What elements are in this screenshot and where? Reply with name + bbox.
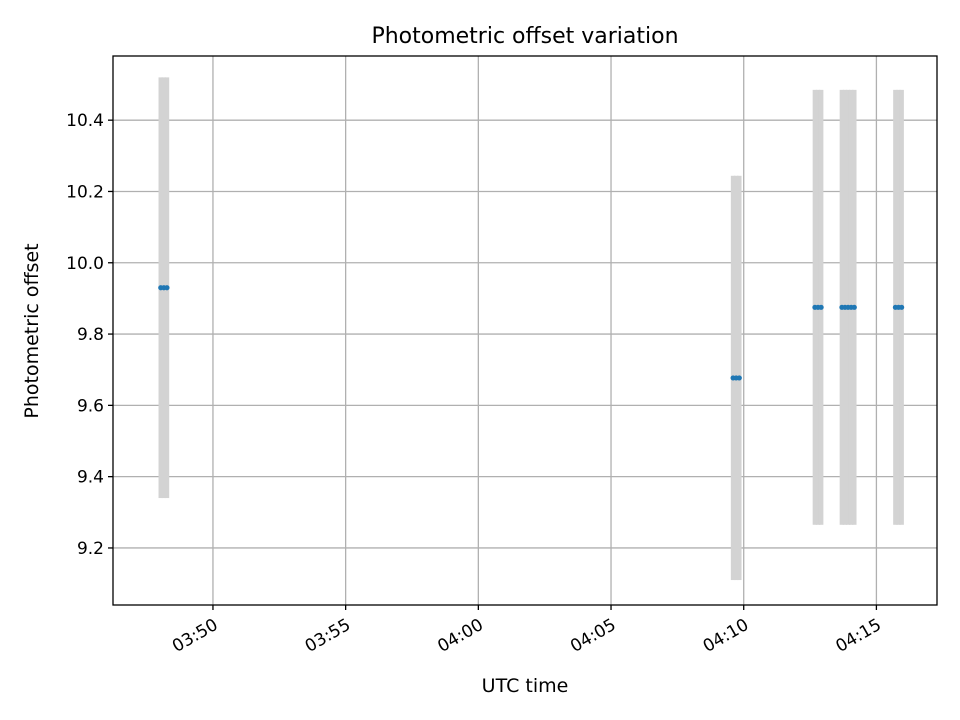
- x-tick-label: 04:15: [832, 615, 884, 657]
- y-axis-label: Photometric offset: [21, 243, 43, 418]
- y-tick-label: 9.2: [77, 539, 104, 559]
- y-axis-ticks: 9.2 9.4 9.6 9.8 10.0 10.2 10.4: [66, 111, 113, 559]
- y-tick-label: 10.4: [66, 111, 104, 131]
- data-point: [899, 304, 905, 310]
- x-axis-ticks: 03:50 03:55 04:00 04:05 04:10 04:15: [169, 605, 885, 657]
- x-tick-label: 03:50: [169, 615, 221, 657]
- data-point: [851, 304, 857, 310]
- x-tick-label: 04:10: [700, 615, 752, 657]
- y-tick-label: 10.0: [66, 254, 104, 274]
- y-tick-label: 9.6: [77, 396, 104, 416]
- data-point: [736, 375, 742, 381]
- plot-frame: [112, 55, 938, 606]
- grid: [113, 56, 937, 605]
- x-tick-label: 04:05: [567, 615, 619, 657]
- data-point: [164, 285, 170, 291]
- y-tick-label: 9.8: [77, 325, 104, 345]
- data-point: [818, 304, 824, 310]
- y-tick-label: 9.4: [77, 468, 104, 488]
- x-axis-label: UTC time: [482, 675, 569, 697]
- error-bars: [158, 77, 904, 581]
- chart-title: Photometric offset variation: [371, 24, 678, 49]
- data-points: [158, 285, 905, 381]
- x-tick-label: 04:00: [434, 615, 486, 657]
- x-tick-label: 03:55: [302, 615, 354, 657]
- y-tick-label: 10.2: [66, 182, 104, 202]
